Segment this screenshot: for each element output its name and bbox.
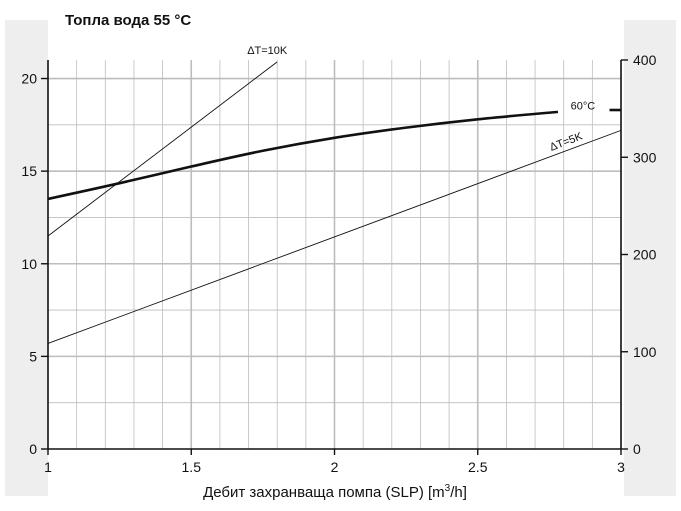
x-axis-label: Дебит захранваща помпа (SLP) [m3/h] [203, 483, 467, 501]
y-right-tick-label: 100 [633, 344, 657, 360]
series-line-0 [47, 110, 559, 201]
y-left-tick-label: 0 [29, 441, 37, 457]
y-right-tick-label: 300 [633, 149, 657, 165]
y-left-tick-label: 5 [29, 348, 37, 364]
series-lines [47, 61, 622, 344]
annotation-60c: 60°C [571, 100, 596, 112]
x-tick-label: 2 [331, 459, 339, 475]
series-line-2 [47, 129, 622, 344]
series-line-1 [47, 61, 278, 237]
chart-title: Топла вода 55 °C [65, 12, 191, 29]
y-right-tick-label: 0 [633, 441, 641, 457]
y-left-tick-label: 15 [21, 163, 37, 179]
x-axis-label-tail: /h] [450, 484, 467, 501]
x-axis-label-main: Дебит захранваща помпа (SLP) [m [203, 484, 445, 501]
y-right-tick-label: 400 [633, 52, 657, 68]
x-axis-label-superscript: 3 [445, 483, 451, 494]
y-left-tick-label: 10 [21, 256, 37, 272]
grid [48, 60, 621, 449]
x-tick-label: 1 [44, 459, 52, 475]
y-right-tick-label: 200 [633, 247, 657, 263]
x-tick-label: 2.5 [468, 459, 488, 475]
left-side-band [5, 20, 48, 496]
y-left-tick-label: 20 [21, 71, 37, 87]
annotation-dt10k: ΔT=10K [247, 45, 288, 57]
x-tick-label: 3 [617, 459, 625, 475]
x-tick-label: 1.5 [182, 459, 202, 475]
right-side-band [624, 20, 676, 496]
